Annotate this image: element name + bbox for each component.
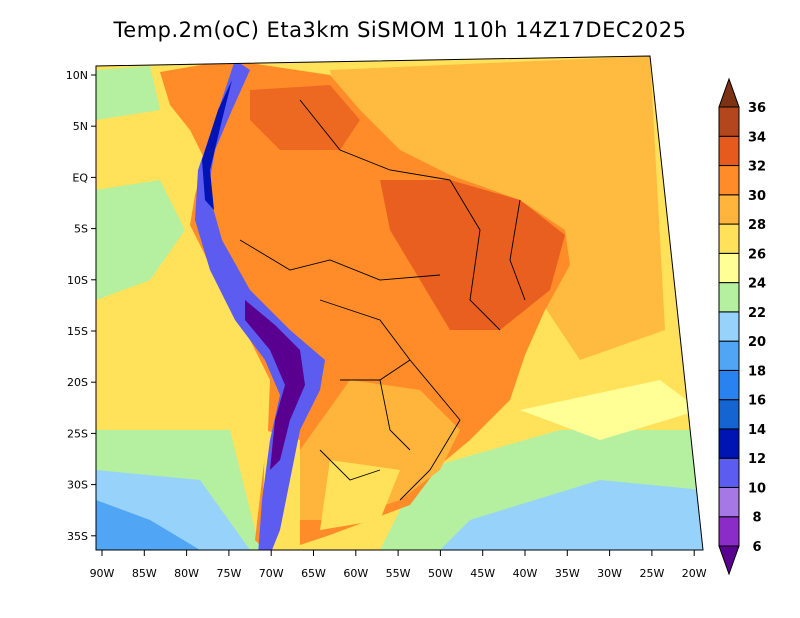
colorbar-box bbox=[718, 516, 740, 547]
lat-label: 5N bbox=[73, 120, 88, 133]
lon-label: 65W bbox=[301, 567, 326, 580]
lon-label: 20W bbox=[682, 567, 707, 580]
lat-label: 25S bbox=[67, 427, 88, 440]
colorbar-level-label: 32 bbox=[748, 160, 766, 175]
lon-label: 70W bbox=[259, 567, 284, 580]
lat-label: 10N bbox=[66, 69, 88, 82]
colorbar-box bbox=[718, 282, 740, 313]
cool-pacific-region bbox=[96, 180, 185, 300]
lon-label: 40W bbox=[513, 567, 538, 580]
colorbar-box bbox=[718, 399, 740, 430]
lon-label: 50W bbox=[428, 567, 453, 580]
colorbar-box bbox=[718, 369, 740, 401]
colorbar-level-label: 6 bbox=[752, 540, 761, 555]
lat-label: EQ bbox=[72, 171, 88, 184]
colorbar: 6 8 10 12 14 16 18 20 22 24 26 28 30 32 34 36 bbox=[718, 77, 766, 576]
lon-label: 90W bbox=[90, 567, 115, 580]
colorbar-level-label: 30 bbox=[748, 189, 766, 204]
colorbar-box bbox=[718, 135, 740, 167]
colorbar-box bbox=[718, 194, 740, 225]
lon-label: 45W bbox=[470, 567, 495, 580]
map-field bbox=[96, 56, 703, 550]
longitude-axis: 90W 85W 80W 75W 70W 65W 60W 55W 50W 45W 40W 35W 30W 2… bbox=[90, 550, 707, 580]
colorbar-box bbox=[718, 457, 740, 488]
latitude-axis: 10N 5N EQ 5S 10S 15S 20S 25S 30S 35S bbox=[66, 69, 96, 543]
colorbar-level-label: 34 bbox=[748, 130, 766, 145]
lon-label: 80W bbox=[174, 567, 199, 580]
andes-north-band bbox=[202, 80, 232, 210]
lon-label: 25W bbox=[639, 567, 664, 580]
hot-interior-region bbox=[380, 180, 565, 330]
lon-label: 35W bbox=[555, 567, 580, 580]
colorbar-level-label: 10 bbox=[748, 481, 766, 496]
lon-label: 55W bbox=[386, 567, 411, 580]
lat-label: 30S bbox=[67, 479, 88, 492]
colorbar-level-label: 36 bbox=[748, 101, 766, 116]
colorbar-level-label: 8 bbox=[752, 511, 761, 526]
colorbar-level-label: 20 bbox=[748, 335, 766, 350]
colorbar-box bbox=[718, 486, 740, 518]
colorbar-box bbox=[718, 311, 740, 342]
colorbar-bottom-arrow bbox=[718, 545, 740, 576]
lon-label: 60W bbox=[343, 567, 368, 580]
lat-label: 20S bbox=[67, 376, 88, 389]
south-pacific-colder bbox=[96, 500, 200, 550]
colorbar-box bbox=[718, 340, 740, 371]
colorbar-top-arrow bbox=[718, 77, 740, 108]
colorbar-level-label: 28 bbox=[748, 218, 766, 233]
hot-north-region bbox=[250, 85, 360, 150]
colorbar-level-label: 16 bbox=[748, 394, 766, 409]
colorbar-level-label: 24 bbox=[748, 277, 766, 292]
andes-cold-band bbox=[195, 60, 325, 550]
lon-label: 85W bbox=[132, 567, 157, 580]
map-title: Temp.2m(oC) Eta3km SiSMOM 110h 14Z17DEC2… bbox=[113, 18, 687, 42]
andes-coldest-band bbox=[245, 300, 305, 470]
colorbar-level-label: 26 bbox=[748, 247, 766, 262]
lon-label: 30W bbox=[597, 567, 622, 580]
southern-cone-region bbox=[320, 460, 400, 530]
country-borders bbox=[239, 99, 526, 501]
south-atlantic-mild bbox=[520, 380, 700, 440]
colorbar-box bbox=[718, 106, 740, 137]
colorbar-box bbox=[718, 252, 740, 284]
lat-label: 5S bbox=[74, 223, 88, 236]
lat-label: 15S bbox=[67, 325, 88, 338]
colorbar-box bbox=[718, 428, 740, 459]
colorbar-level-label: 12 bbox=[748, 452, 766, 467]
lon-label: 75W bbox=[216, 567, 241, 580]
map-frame bbox=[95, 55, 704, 551]
cool-pacific-north bbox=[96, 66, 160, 120]
lat-label: 10S bbox=[67, 274, 88, 287]
lat-label: 35S bbox=[67, 530, 88, 543]
colorbar-level-label: 18 bbox=[748, 364, 766, 379]
colorbar-box bbox=[718, 223, 740, 254]
south-america-land bbox=[160, 60, 570, 550]
colorbar-level-label: 14 bbox=[748, 423, 766, 438]
colorbar-level-label: 22 bbox=[748, 306, 766, 321]
south-atlantic-cold bbox=[440, 480, 703, 550]
colorbar-box bbox=[718, 165, 740, 196]
